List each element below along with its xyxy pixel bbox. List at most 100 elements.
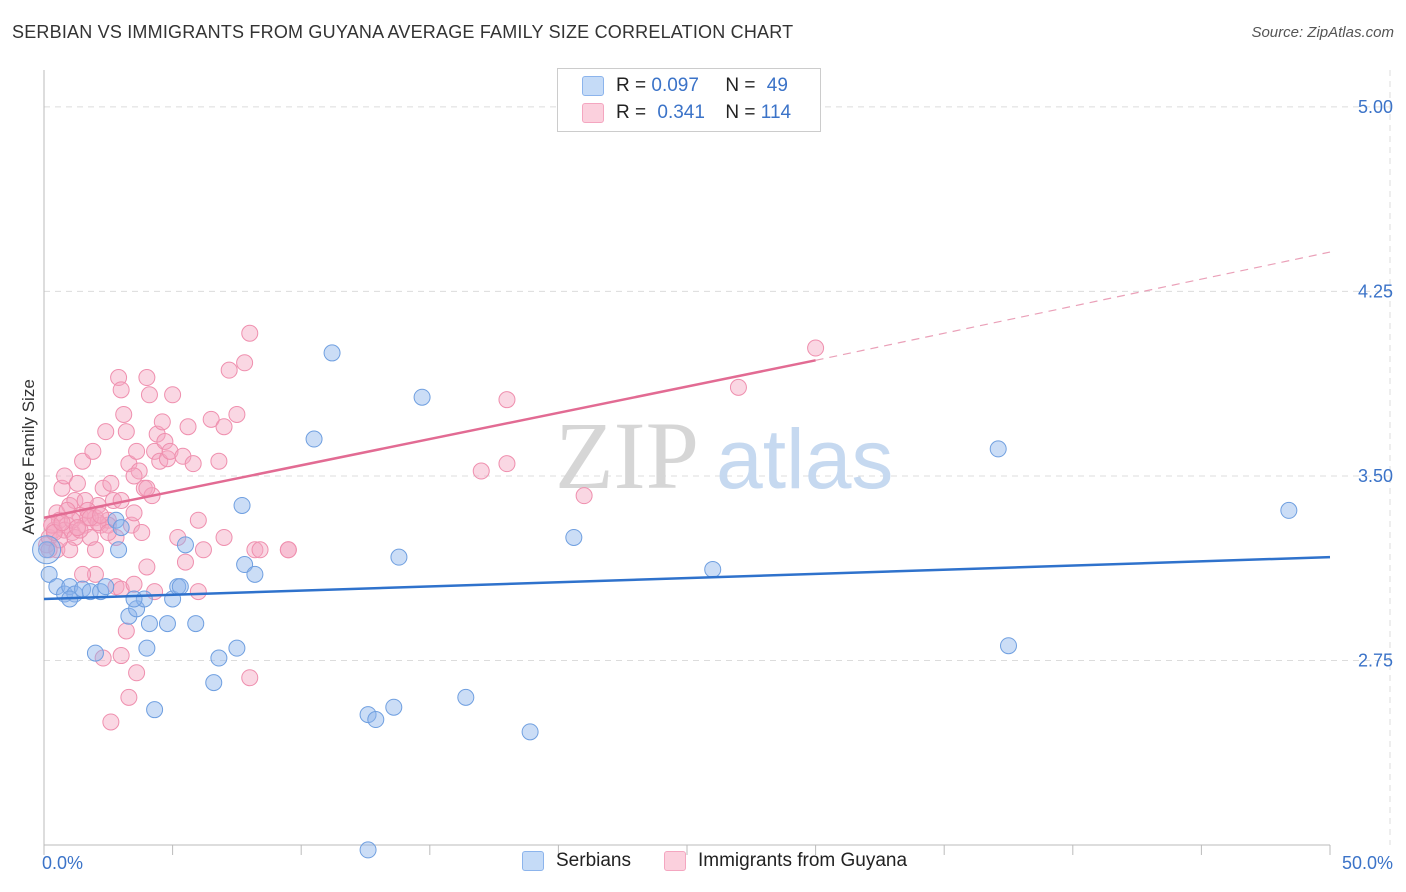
point-guyana: [99, 524, 117, 542]
legend-r-label: R =: [616, 75, 647, 96]
point-serbians: [1000, 637, 1017, 655]
point-serbians: [565, 528, 583, 546]
point-guyana: [575, 487, 593, 505]
bottom-legend-guyana: Immigrants from Guyana: [664, 850, 907, 872]
trend-line-guyana: [43, 359, 816, 520]
point-guyana: [128, 664, 146, 682]
point-guyana: [117, 622, 135, 640]
point-serbians: [86, 644, 104, 662]
point-guyana: [279, 541, 297, 559]
point-serbians: [187, 615, 205, 633]
point-serbians: [413, 388, 431, 406]
point-guyana: [86, 565, 104, 583]
point-serbians: [323, 344, 341, 362]
legend-r-value-guyana: 0.341: [657, 102, 705, 123]
trend-line-guyana-extrapolated: [815, 251, 1331, 361]
point-serbians: [367, 711, 385, 729]
point-serbians: [305, 430, 323, 448]
point-guyana: [189, 583, 207, 601]
point-guyana: [138, 369, 156, 387]
point-guyana: [120, 688, 138, 706]
point-guyana: [220, 361, 238, 379]
point-guyana: [125, 467, 143, 485]
x-tick-labels: 0.0% 50.0%: [42, 853, 1393, 873]
point-guyana: [498, 391, 516, 409]
point-guyana: [146, 442, 164, 460]
point-guyana: [71, 521, 89, 539]
point-serbians: [171, 578, 189, 596]
y-tick-label: 5.00: [1358, 97, 1393, 117]
point-guyana: [210, 452, 228, 470]
point-guyana: [251, 541, 269, 559]
point-guyana: [498, 455, 516, 473]
point-guyana: [161, 442, 179, 460]
point-serbians: [521, 723, 539, 741]
point-guyana: [138, 558, 156, 576]
point-guyana: [86, 541, 104, 559]
point-serbians-large: [32, 535, 62, 565]
point-guyana: [228, 405, 246, 423]
point-guyana: [84, 442, 102, 460]
point-serbians: [457, 688, 475, 706]
legend-swatch-serbians: [582, 76, 604, 96]
point-guyana: [176, 553, 194, 571]
bottom-legend-label-guyana: Immigrants from Guyana: [698, 850, 908, 871]
point-guyana: [215, 418, 233, 436]
point-guyana: [117, 423, 135, 441]
point-serbians: [110, 541, 128, 559]
point-guyana: [68, 519, 86, 537]
point-guyana: [130, 462, 148, 480]
point-guyana: [140, 386, 158, 404]
point-guyana: [202, 410, 220, 428]
bottom-legend-label-serbians: Serbians: [556, 850, 631, 871]
point-guyana: [68, 474, 86, 492]
trend-line-serbians: [43, 555, 1331, 601]
point-guyana: [56, 467, 74, 485]
point-serbians: [176, 536, 194, 554]
point-guyana: [102, 474, 120, 492]
point-serbians: [236, 556, 254, 574]
point-serbians: [390, 548, 408, 566]
point-guyana: [241, 324, 259, 342]
point-guyana: [74, 565, 92, 583]
point-guyana: [729, 378, 747, 396]
point-serbians: [385, 698, 403, 716]
point-serbians: [1280, 501, 1298, 519]
point-guyana: [194, 541, 212, 559]
point-serbians: [125, 590, 143, 608]
legend-row-guyana: R = 0.341 N = 114: [582, 101, 791, 125]
point-serbians: [205, 674, 223, 692]
x-tick-label-end: 50.0%: [1342, 853, 1393, 873]
y-tick-label: 4.25: [1358, 281, 1393, 301]
source-label: Source: ZipAtlas.com: [1251, 24, 1394, 41]
point-guyana: [81, 509, 99, 527]
point-guyana: [92, 506, 110, 524]
y-tick-label: 3.50: [1358, 466, 1393, 486]
axes: [43, 70, 1331, 855]
series-guyana-points: [38, 324, 825, 731]
point-serbians: [38, 541, 56, 559]
point-guyana: [189, 511, 207, 529]
point-guyana: [241, 669, 259, 687]
point-guyana: [115, 405, 133, 423]
point-serbians: [92, 583, 110, 601]
point-serbians: [138, 639, 156, 657]
point-guyana: [112, 647, 130, 665]
point-guyana: [138, 479, 156, 497]
point-guyana: [112, 381, 130, 399]
point-serbians: [140, 615, 158, 633]
point-guyana: [102, 713, 120, 731]
point-guyana: [236, 354, 254, 372]
y-tick-label: 2.75: [1358, 650, 1393, 670]
point-guyana: [125, 575, 143, 593]
point-guyana: [61, 541, 79, 559]
point-guyana: [53, 514, 71, 532]
point-guyana: [74, 452, 92, 470]
x-tick-label-start: 0.0%: [42, 853, 83, 873]
point-guyana: [179, 418, 197, 436]
point-guyana: [184, 455, 202, 473]
point-serbians: [704, 560, 722, 578]
bottom-legend-serbians: Serbians: [522, 850, 631, 872]
legend-n-value-guyana: 114: [760, 102, 792, 123]
bottom-legend-swatch-serbians: [522, 851, 544, 871]
